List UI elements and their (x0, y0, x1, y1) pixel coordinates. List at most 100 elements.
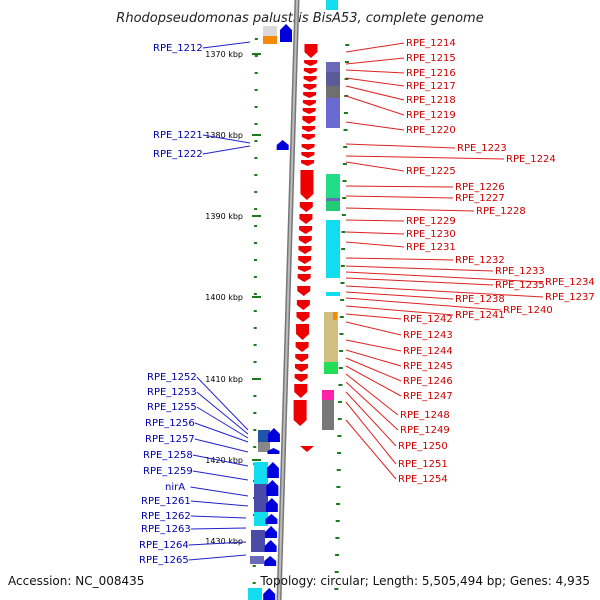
leader-line (196, 376, 249, 431)
scale-dot (253, 412, 257, 414)
cog-box (254, 462, 268, 484)
forward-gene (302, 108, 316, 114)
leader-line (345, 297, 502, 311)
leader-line (345, 155, 505, 160)
reverse-gene (280, 24, 293, 42)
scale-dot (336, 486, 341, 488)
gene-label: RPE_1254 (398, 474, 448, 485)
scale-dot (253, 293, 257, 295)
leader-line (345, 391, 397, 447)
scale-dot (254, 191, 258, 193)
scale-dot (253, 310, 257, 312)
scale-dot (339, 350, 344, 352)
leader-line (190, 500, 249, 507)
scale-dot (338, 384, 343, 386)
scale-dot (341, 248, 346, 250)
forward-gene (302, 116, 316, 124)
forward-gene (295, 354, 309, 362)
leader-line (345, 95, 405, 116)
scale-dot (253, 344, 257, 346)
gene-label: RPE_1228 (476, 206, 526, 217)
scale-dot (253, 276, 257, 278)
leader-line (345, 381, 399, 431)
scale-dot (340, 282, 345, 284)
leader-line (345, 219, 405, 222)
leader-line (345, 161, 405, 172)
scale-dot (254, 123, 258, 125)
gene-label: RPE_1262 (141, 511, 191, 522)
scale-dot (253, 429, 257, 431)
map-title: Rhodopseudomonas palustris BisA53, compl… (116, 11, 483, 26)
gene-label: RPE_1217 (406, 81, 456, 92)
cog-category-boxes (248, 0, 340, 600)
forward-gene (299, 226, 313, 234)
gene-label: RPE_1258 (143, 450, 193, 461)
scale-dot (345, 44, 350, 46)
leader-line (345, 231, 405, 235)
reverse-gene (276, 140, 289, 150)
cog-box (263, 26, 277, 36)
scale-dot (254, 157, 258, 159)
gene-label: RPE_1235 (495, 280, 545, 291)
gene-label: RPE_1234 (545, 277, 595, 288)
leader-line (196, 391, 249, 435)
accession-text: Accession: NC_008435 (8, 574, 144, 588)
forward-gene (294, 364, 308, 372)
leader-line (190, 515, 247, 519)
tick-label: 1410 kbp (205, 375, 243, 384)
leader-line (345, 77, 405, 87)
reverse-gene (266, 462, 279, 478)
gene-label: RPE_1223 (457, 143, 507, 154)
cog-box (258, 442, 270, 452)
gene-label: RPE_1221 (153, 130, 203, 141)
forward-gene (297, 266, 311, 272)
leader-line (345, 357, 402, 382)
leader-line (345, 57, 405, 65)
gene-label: RPE_1214 (406, 38, 456, 49)
gene-label: RPE_1250 (398, 441, 448, 452)
tick-label: 1380 kbp (205, 131, 243, 140)
scale-dot (342, 197, 347, 199)
scale-dot (334, 571, 339, 573)
topology-text: Topology: circular; Length: 5,505,494 bp… (259, 574, 590, 588)
cog-box (326, 292, 340, 296)
forward-gene (294, 384, 308, 398)
scale-dot (338, 401, 343, 403)
forward-gene (297, 274, 311, 282)
scale-dot (337, 452, 342, 454)
gene-label: RPE_1247 (403, 391, 453, 402)
cog-box (250, 556, 264, 564)
leader-line (345, 207, 475, 212)
forward-gene (294, 374, 308, 382)
forward-gene (303, 84, 317, 90)
forward-gene (301, 152, 315, 158)
gene-label: RPE_1245 (403, 361, 453, 372)
reverse-gene (267, 428, 280, 442)
reverse-gene (265, 526, 278, 538)
leader-line (202, 134, 251, 144)
leader-line (345, 305, 454, 316)
cog-box (326, 240, 340, 256)
forward-gene (301, 160, 315, 166)
gene-label: RPE_1238 (455, 294, 505, 305)
gene-label: RPE_1243 (403, 330, 453, 341)
cog-box (254, 484, 268, 512)
gene-label: RPE_1264 (139, 540, 189, 551)
reverse-gene (266, 480, 279, 496)
scale-dot (340, 265, 345, 267)
scale-dot (254, 242, 258, 244)
leader-line (345, 419, 397, 480)
gene-label: RPE_1240 (503, 305, 553, 316)
gene-label: RPE_1225 (406, 166, 456, 177)
scale-dot (335, 537, 340, 539)
leader-line (345, 277, 494, 286)
gene-label: RPE_1251 (398, 459, 448, 470)
reverse-gene (267, 448, 280, 454)
leader-line (345, 265, 494, 272)
cog-box (322, 390, 334, 400)
leader-line (345, 271, 544, 283)
cog-box (248, 588, 262, 600)
tick-label: 1430 kbp (205, 537, 243, 546)
scale-dot (254, 55, 258, 57)
